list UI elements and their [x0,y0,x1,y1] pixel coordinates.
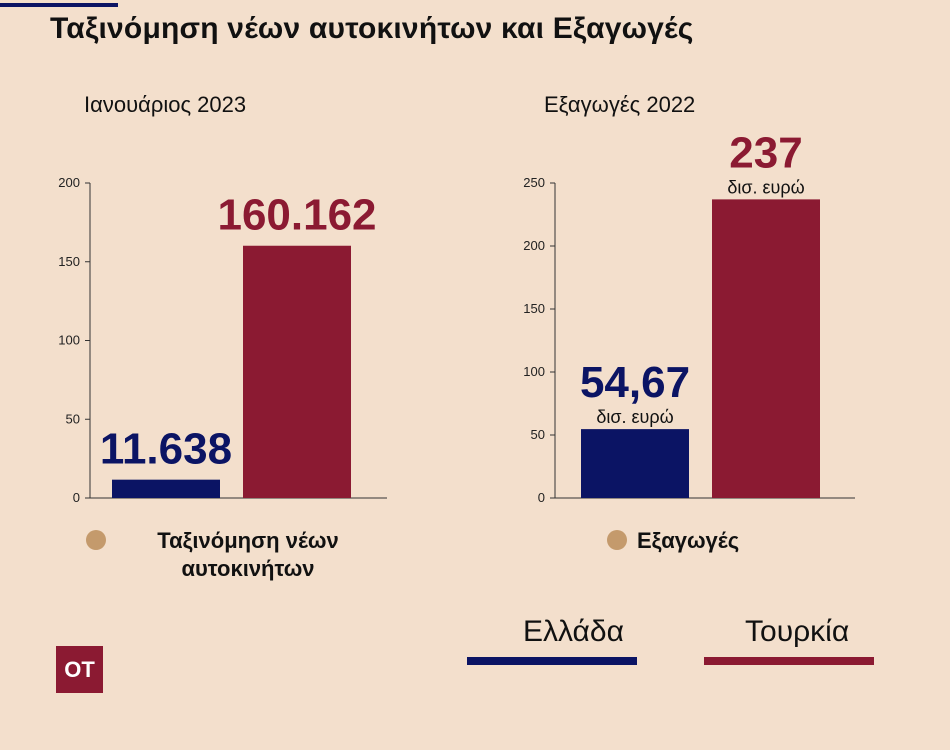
y-tick-label: 100 [58,333,80,348]
top-accent-rule [0,3,118,7]
data-value-label: 11.638 [100,425,232,474]
y-tick-label: 50 [66,411,80,426]
chart2-subtitle: Εξαγωγές 2022 [544,92,696,117]
country-bar-greece [467,657,637,665]
data-value-label: 54,67 [580,358,690,407]
chart1-subtitle: Ιανουάριος 2023 [84,92,247,117]
data-unit-label: δισ. ευρώ [596,407,673,427]
data-value-label: 160.162 [217,191,376,240]
y-tick-label: 0 [73,490,80,505]
legend-exports: Εξαγωγές [607,527,739,555]
country-label-turkey: Τουρκία [745,615,850,648]
y-tick-label: 200 [58,175,80,190]
y-tick-label: 150 [523,301,545,316]
bar-turkey [712,199,820,498]
legend-dot [86,530,106,550]
country-label-greece: Ελλάδα [523,615,624,648]
data-value-label: 237 [729,128,802,177]
chart-title: Ταξινόμηση νέων αυτοκινήτων και Εξαγωγές [50,12,694,45]
y-tick-label: 250 [523,175,545,190]
legend-exports-label: Εξαγωγές [637,528,740,553]
country-bar-turkey [704,657,874,665]
y-tick-label: 0 [538,490,545,505]
y-tick-label: 100 [523,364,545,379]
y-tick-label: 200 [523,238,545,253]
ot-logo: OT [56,646,103,693]
bar-turkey [243,245,351,498]
data-unit-label: δισ. ευρώ [727,177,804,197]
y-tick-label: 150 [58,254,80,269]
y-tick-label: 50 [531,427,545,442]
bar-greece [581,429,689,498]
legend-registrations-label: Ταξινόμηση νέων αυτοκινήτων [157,528,339,581]
legend-dot [607,530,627,550]
bar-greece [112,479,220,498]
legend-registrations: Ταξινόμηση νέων αυτοκινήτων [86,527,368,583]
